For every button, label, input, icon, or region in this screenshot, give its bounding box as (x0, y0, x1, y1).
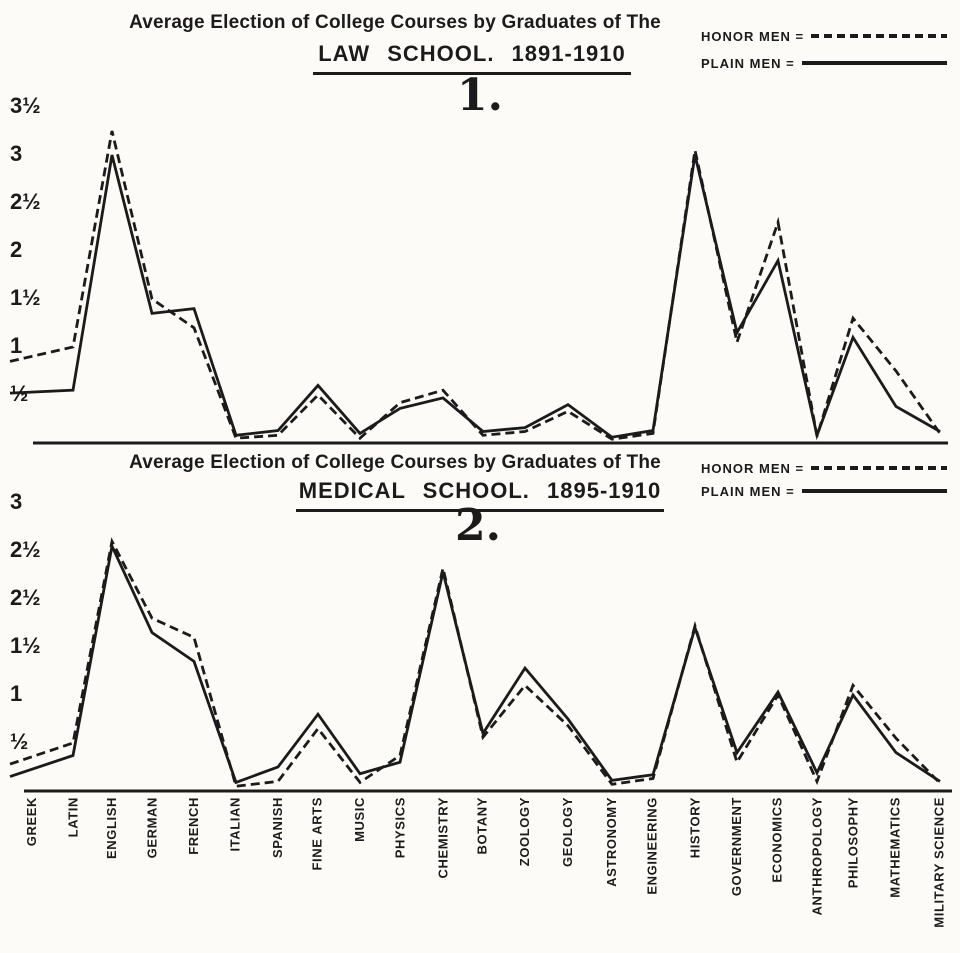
medical-y-tick-label: 2½ (10, 537, 41, 562)
plain-men-legend-label: PLAIN MEN = (701, 483, 795, 499)
x-axis-label-latin: LATIN (65, 797, 80, 838)
x-axis-label-zoology: ZOOLOGY (517, 797, 532, 867)
x-axis-label-music: MUSIC (352, 797, 367, 842)
legend-row-honor-men: HONOR MEN = (701, 27, 947, 45)
medical-y-tick-label: 1½ (10, 633, 41, 658)
law-chart-subtitle: LAW SCHOOL. 1891-1910 (313, 41, 631, 75)
x-axis-label-geology: GEOLOGY (560, 797, 575, 867)
x-axis-label-french: FRENCH (186, 797, 201, 855)
law-legend: HONOR MEN = PLAIN MEN = (701, 27, 947, 81)
law-honor-men-line (9, 130, 942, 441)
x-axis-label-chemistry: CHEMISTRY (435, 797, 450, 879)
x-axis-label-botany: BOTANY (475, 797, 490, 855)
law-y-tick-label: ½ (10, 381, 29, 406)
law-y-tick-label: 1½ (10, 285, 41, 310)
x-axis-label-government: GOVERNMENT (729, 797, 744, 897)
legend-row-honor-men: HONOR MEN = (701, 459, 947, 477)
medical-y-tick-label: 1 (10, 681, 23, 706)
x-axis-label-greek: GREEK (24, 797, 39, 847)
x-axis-label-history: HISTORY (687, 797, 702, 859)
x-axis-label-anthropology: ANTHROPOLOGY (809, 797, 824, 916)
law-chart-title: Average Election of College Courses by G… (129, 12, 661, 33)
x-axis-label-german: GERMAN (144, 797, 159, 859)
solid-line-sample-icon (801, 61, 947, 65)
law-y-tick-label: 3 (10, 141, 23, 166)
law-y-tick-label: 2 (10, 237, 23, 262)
legend-row-plain-men: PLAIN MEN = (701, 482, 947, 500)
x-axis-label-spanish: SPANISH (270, 797, 285, 859)
law-y-tick-label: 2½ (10, 189, 41, 214)
medical-plain-men-line (9, 541, 941, 785)
x-axis-label-mathematics: MATHEMATICS (888, 797, 903, 898)
x-axis-label-economics: ECONOMICS (770, 797, 785, 883)
law-y-tick-label: 3½ (10, 93, 41, 118)
x-axis-label-engineering: ENGINEERING (645, 797, 660, 895)
legend-row-plain-men: PLAIN MEN = (701, 54, 947, 72)
law-y-tick-label: 1 (10, 333, 23, 358)
medical-chart-subtitle: MEDICAL SCHOOL. 1895-1910 (296, 478, 664, 512)
medical-legend: HONOR MEN = PLAIN MEN = (701, 459, 947, 505)
medical-y-tick-label: ½ (10, 729, 29, 754)
x-axis-label-astronomy: ASTRONOMY (604, 797, 619, 887)
x-axis-label-physics: PHYSICS (392, 797, 407, 859)
medical-chart-title: Average Election of College Courses by G… (129, 452, 661, 473)
x-axis-label-italian: ITALIAN (228, 797, 243, 852)
dashed-line-sample-icon (811, 466, 947, 470)
medical-honor-men-line (9, 537, 942, 788)
dashed-line-sample-icon (811, 34, 947, 38)
x-axis-label-english: ENGLISH (104, 797, 119, 859)
solid-line-sample-icon (801, 489, 947, 493)
law-figure-number: 1. (457, 70, 503, 121)
medical-y-tick-label: 3 (10, 489, 23, 514)
law-plain-men-line (9, 154, 941, 441)
x-axis-label-fine-arts: FINE ARTS (310, 797, 325, 871)
medical-figure-number: 2. (455, 500, 501, 551)
plain-men-legend-label: PLAIN MEN = (701, 55, 795, 71)
honor-men-legend-label: HONOR MEN = (701, 28, 805, 44)
x-axis-label-military-science: MILITARY SCIENCE (932, 797, 947, 928)
medical-y-tick-label: 2½ (10, 585, 41, 610)
honor-men-legend-label: HONOR MEN = (701, 460, 805, 476)
x-axis-label-philosophy: PHILOSOPHY (845, 797, 860, 889)
